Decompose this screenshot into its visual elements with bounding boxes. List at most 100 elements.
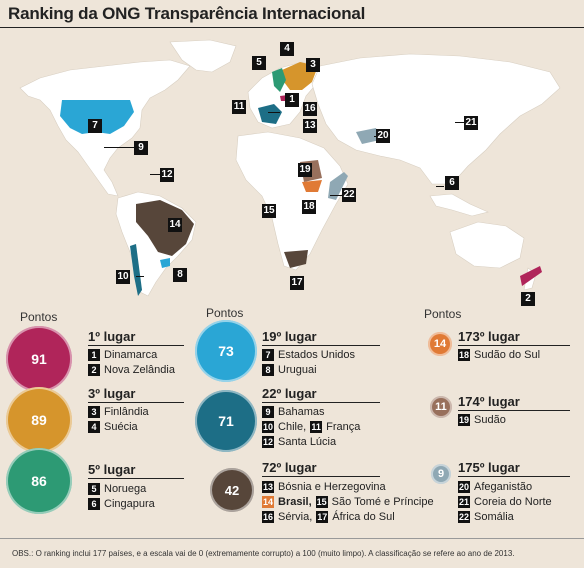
place-rule [88,402,184,403]
world-map [19,39,561,297]
place-rule [458,410,570,411]
map-marker-17[interactable]: 17 [290,276,304,290]
points-label: Pontos [206,306,244,320]
map-marker-22[interactable]: 22 [342,188,356,202]
country-row: 13 Bósnia e Herzegovina [262,481,386,493]
score-bubble-14: 14 [428,332,452,356]
map-marker-20[interactable]: 20 [376,129,390,143]
title-rule [0,27,584,28]
country-row: 10 Chile, 11 França [262,421,361,433]
afghanistan-highlight [356,128,380,144]
points-label: Pontos [20,310,58,324]
country-row: 20 Afeganistão [458,481,533,493]
norway-highlight [272,68,286,92]
usa-highlight [60,100,134,134]
score-bubble-71: 71 [195,390,257,452]
map-marker-7[interactable]: 7 [88,119,102,133]
country-row: 16 Sérvia, 17 África do Sul [262,511,395,523]
leader-line [150,174,160,175]
map-marker-11[interactable]: 11 [232,100,246,114]
map-marker-19[interactable]: 19 [298,163,312,177]
score-bubble-73: 73 [195,320,257,382]
country-row: 2 Nova Zelândia [88,364,175,376]
france-highlight [258,104,282,124]
place-rule [88,478,184,479]
uruguay-highlight [160,258,170,268]
country-row: 4 Suécia [88,421,138,433]
place-rule [88,345,184,346]
map-marker-15[interactable]: 15 [262,204,276,218]
place-heading: 19º lugar [262,329,317,344]
leader-line [330,195,344,196]
new-zealand-highlight [520,266,542,286]
score-bubble-86: 86 [6,448,72,514]
somalia-highlight [328,172,348,200]
country-row: 5 Noruega [88,483,146,495]
country-row: 19 Sudão [458,414,506,426]
place-heading: 174º lugar [458,394,520,409]
score-bubble-11: 11 [430,396,452,418]
map-marker-13[interactable]: 13 [303,119,317,133]
country-row: 14 Brasil, 15 São Tomé e Príncipe [262,496,434,508]
map-marker-18[interactable]: 18 [302,200,316,214]
score-bubble-42: 42 [210,468,254,512]
country-row: 18 Sudão do Sul [458,349,541,361]
asia-landmass [311,53,561,185]
map-marker-14[interactable]: 14 [168,218,182,232]
map-marker-2[interactable]: 2 [521,292,535,306]
map-marker-9[interactable]: 9 [134,141,148,155]
map-marker-5[interactable]: 5 [252,56,266,70]
place-rule [262,402,380,403]
southeast-asia-islands [429,193,489,217]
map-marker-10[interactable]: 10 [116,270,130,284]
south-africa-highlight [284,250,308,268]
footnote: OBS.: O ranking inclui 177 países, e a e… [12,549,515,558]
country-row: 6 Cingapura [88,498,155,510]
africa-landmass [235,131,349,271]
greenland-landmass [169,39,237,73]
place-heading: 22º lugar [262,386,317,401]
points-label: Pontos [424,307,462,321]
map-marker-21[interactable]: 21 [464,116,478,130]
country-row: 22 Somália [458,511,514,523]
leader-line [136,276,144,277]
country-row: 3 Finlândia [88,406,149,418]
country-row: 12 Santa Lúcia [262,436,337,448]
map-marker-6[interactable]: 6 [445,176,459,190]
place-heading: 3º lugar [88,386,136,401]
brazil-highlight [136,200,194,256]
title: Ranking da ONG Transparência Internacion… [8,4,366,23]
map-marker-4[interactable]: 4 [280,42,294,56]
score-bubble-91: 91 [6,326,72,392]
place-heading: 5º lugar [88,462,136,477]
country-row: 7 Estados Unidos [262,349,355,361]
chile-highlight [130,244,142,296]
place-heading: 175º lugar [458,460,520,475]
country-row: 9 Bahamas [262,406,324,418]
footer-rule [0,538,584,539]
score-bubble-89: 89 [6,387,72,453]
country-row: 8 Uruguai [262,364,317,376]
country-row: 1 Dinamarca [88,349,157,361]
map-marker-3[interactable]: 3 [306,58,320,72]
place-rule [458,476,570,477]
map-marker-12[interactable]: 12 [160,168,174,182]
country-row: 21 Coreia do Norte [458,496,552,508]
place-heading: 1º lugar [88,329,136,344]
leader-line [268,112,280,113]
place-rule [458,345,570,346]
map-marker-8[interactable]: 8 [173,268,187,282]
leader-line [104,147,134,148]
australia-landmass [449,221,525,269]
place-heading: 173º lugar [458,329,520,344]
leader-line [436,186,444,187]
leader-line [455,122,465,123]
place-rule [262,345,380,346]
south-sudan-highlight [302,180,322,192]
score-bubble-9: 9 [431,464,451,484]
map-marker-16[interactable]: 16 [303,102,317,116]
place-rule [262,476,380,477]
place-heading: 72º lugar [262,460,317,475]
map-marker-1[interactable]: 1 [285,93,299,107]
